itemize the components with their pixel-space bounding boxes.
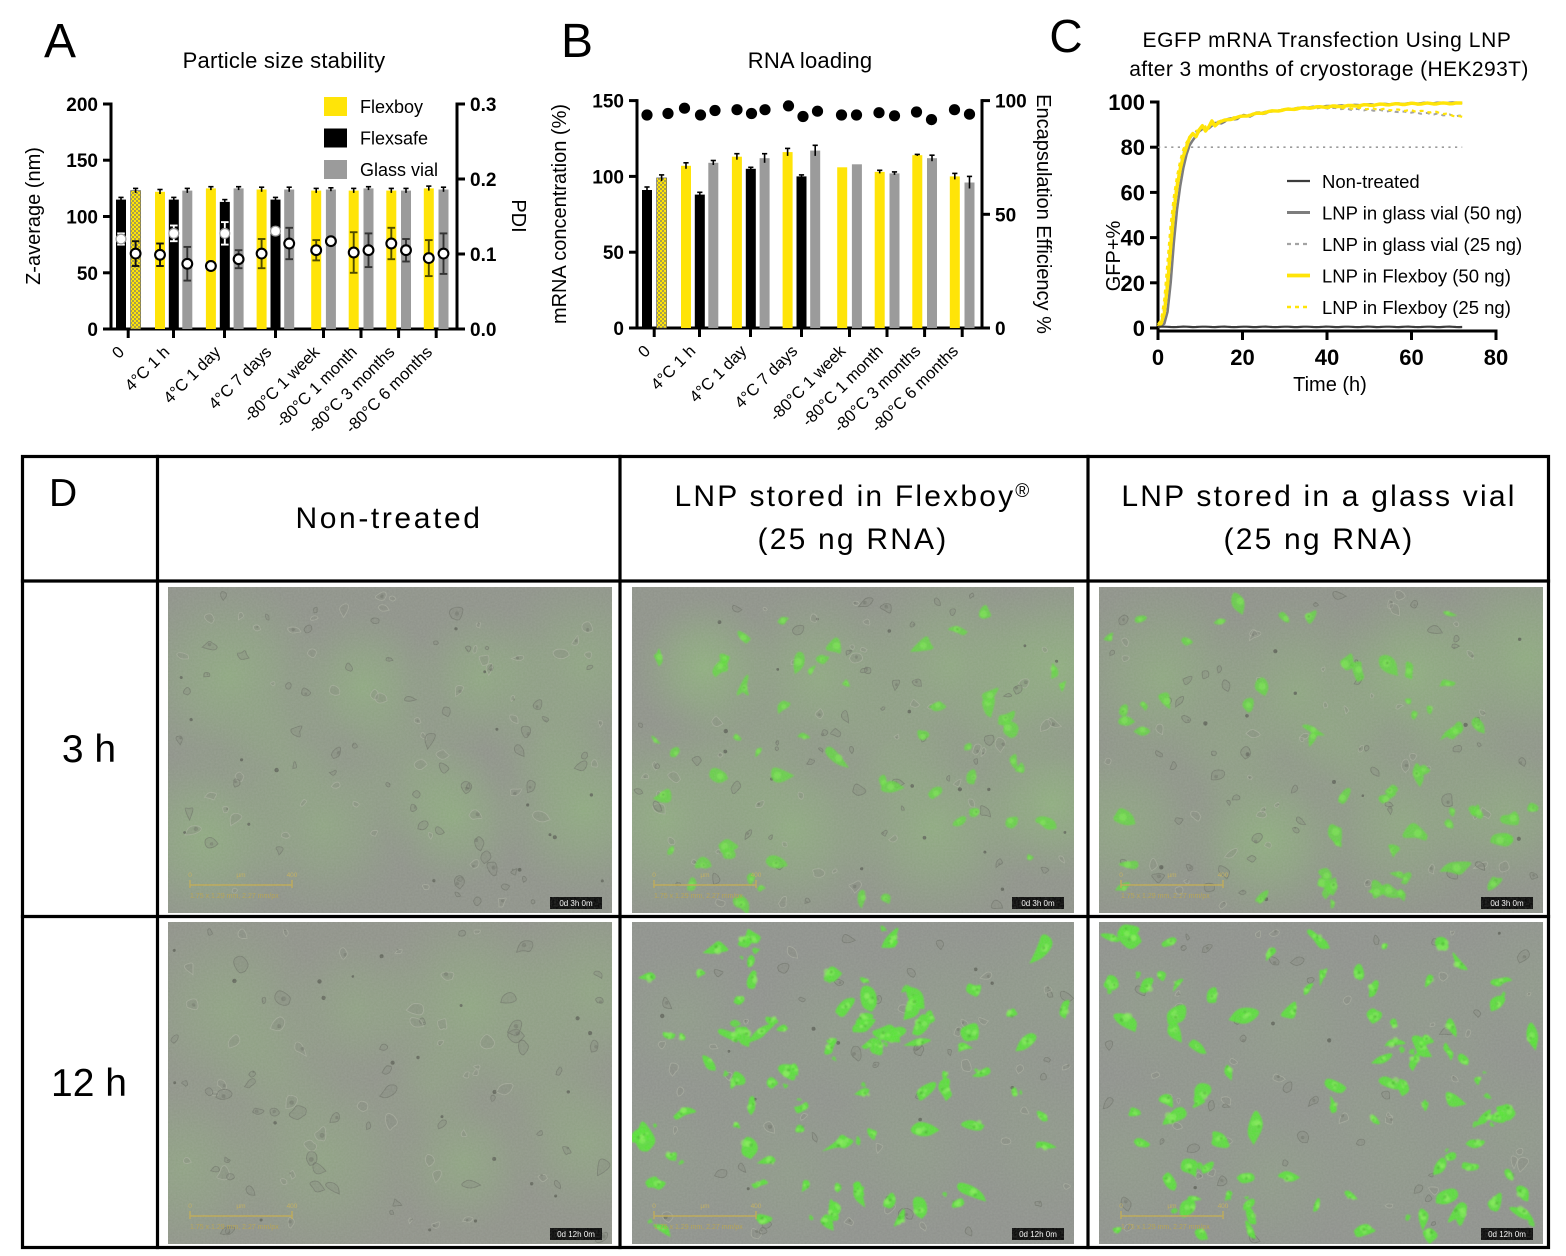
- svg-text:(25 ng RNA): (25 ng RNA): [758, 523, 949, 556]
- svg-text:Non-treated: Non-treated: [295, 502, 482, 535]
- svg-text:0.3: 0.3: [470, 95, 496, 116]
- svg-text:0.1: 0.1: [470, 245, 497, 266]
- svg-text:LNP in glass vial (50 ng): LNP in glass vial (50 ng): [1322, 203, 1522, 224]
- svg-text:3 h: 3 h: [62, 728, 116, 771]
- svg-text:0: 0: [1133, 316, 1145, 341]
- svg-text:150: 150: [592, 92, 624, 113]
- svg-text:D: D: [49, 472, 77, 515]
- svg-text:20: 20: [1121, 271, 1145, 296]
- svg-text:A: A: [44, 15, 76, 68]
- svg-text:EGFP mRNA Transfection Using L: EGFP mRNA Transfection Using LNP: [1143, 29, 1512, 52]
- svg-text:Glass vial: Glass vial: [360, 160, 438, 180]
- svg-text:Particle size stability: Particle size stability: [183, 48, 386, 73]
- svg-text:100: 100: [66, 208, 98, 229]
- svg-text:80: 80: [1121, 135, 1145, 160]
- svg-text:20: 20: [1230, 345, 1254, 370]
- svg-text:0.2: 0.2: [470, 170, 496, 191]
- svg-text:GFP+%: GFP+%: [1103, 220, 1125, 291]
- svg-text:100: 100: [1108, 90, 1145, 115]
- svg-text:200: 200: [66, 95, 98, 116]
- svg-text:LNP in glass vial (25 ng): LNP in glass vial (25 ng): [1322, 234, 1522, 255]
- svg-text:Flexsafe: Flexsafe: [360, 129, 428, 149]
- svg-text:RNA loading: RNA loading: [748, 48, 873, 73]
- svg-text:80: 80: [1484, 345, 1508, 370]
- svg-text:60: 60: [1121, 180, 1145, 205]
- svg-text:C: C: [1049, 10, 1082, 62]
- svg-text:Time (h): Time (h): [1293, 374, 1367, 396]
- svg-text:Non-treated: Non-treated: [1322, 171, 1420, 192]
- svg-text:Flexboy: Flexboy: [360, 97, 423, 117]
- svg-text:40: 40: [1315, 345, 1339, 370]
- svg-text:B: B: [561, 15, 593, 68]
- svg-text:Z-average (nm): Z-average (nm): [23, 147, 45, 285]
- svg-text:LNP stored in a glass vial: LNP stored in a glass vial: [1121, 480, 1516, 513]
- svg-text:50: 50: [995, 205, 1016, 226]
- svg-text:LNP in Flexboy (50 ng): LNP in Flexboy (50 ng): [1322, 266, 1511, 287]
- svg-text:mRNA concentration (%): mRNA concentration (%): [549, 104, 571, 324]
- svg-text:50: 50: [603, 243, 624, 264]
- svg-text:40: 40: [1121, 226, 1145, 251]
- svg-text:(25 ng RNA): (25 ng RNA): [1224, 523, 1415, 556]
- svg-text:50: 50: [77, 264, 98, 285]
- svg-text:60: 60: [1399, 345, 1423, 370]
- svg-text:LNP stored in Flexboy®: LNP stored in Flexboy®: [675, 480, 1032, 513]
- svg-text:0.0: 0.0: [470, 320, 496, 341]
- svg-text:100: 100: [995, 92, 1027, 113]
- svg-text:0: 0: [995, 319, 1006, 340]
- svg-text:LNP in Flexboy (25 ng): LNP in Flexboy (25 ng): [1322, 297, 1511, 318]
- svg-text:after 3 months of cryostorage: after 3 months of cryostorage (HEK293T): [1129, 58, 1529, 81]
- svg-text:0: 0: [613, 319, 624, 340]
- svg-text:12 h: 12 h: [51, 1062, 127, 1105]
- svg-text:0: 0: [1152, 345, 1164, 370]
- svg-text:0: 0: [87, 320, 98, 341]
- svg-text:100: 100: [592, 167, 624, 188]
- svg-text:Encapsulation Efficiency %: Encapsulation Efficiency %: [1032, 94, 1054, 334]
- svg-text:PDI: PDI: [507, 199, 529, 232]
- svg-text:150: 150: [66, 151, 98, 172]
